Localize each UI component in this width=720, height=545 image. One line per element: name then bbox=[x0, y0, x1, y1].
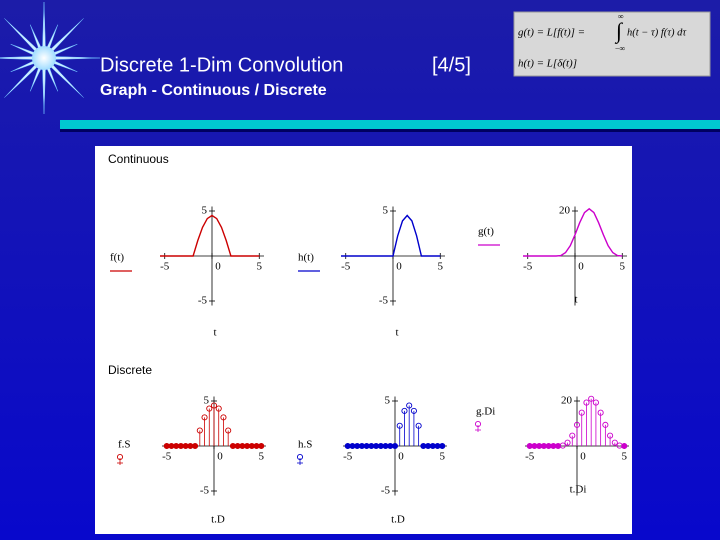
x-tick-label: 0 bbox=[396, 261, 402, 273]
x-tick-label: -5 bbox=[160, 261, 170, 273]
stem-point bbox=[406, 402, 413, 409]
stem-point bbox=[220, 414, 227, 421]
page-number: [4/5] bbox=[432, 54, 471, 76]
legend-label: g.Di bbox=[476, 406, 495, 418]
stem-point bbox=[607, 432, 614, 439]
legend-label: h(t) bbox=[298, 252, 314, 264]
stem-point bbox=[415, 422, 422, 429]
x-tick-label: 0 bbox=[398, 451, 404, 463]
x-tick-label: 5 bbox=[259, 451, 265, 463]
header-band-shadow bbox=[60, 129, 720, 132]
stem-point bbox=[573, 421, 581, 428]
stem-point bbox=[410, 407, 417, 414]
formula-box bbox=[513, 11, 711, 77]
stem-point bbox=[564, 439, 571, 446]
x-tick-label: 5 bbox=[622, 451, 628, 463]
x-axis-label: t bbox=[574, 294, 577, 306]
panel-label: Continuous bbox=[108, 152, 169, 166]
graph-panel bbox=[95, 146, 632, 534]
legend-symbol bbox=[474, 420, 482, 428]
legend-label: f.S bbox=[118, 439, 131, 451]
y-tick-label: -5 bbox=[200, 485, 210, 497]
header-band bbox=[60, 120, 720, 129]
stem-point bbox=[611, 439, 618, 446]
stem-point bbox=[258, 442, 265, 450]
legend-symbol bbox=[116, 453, 124, 461]
stem-point bbox=[401, 407, 408, 414]
legend-label: f(t) bbox=[110, 252, 124, 264]
x-axis-label: t.D bbox=[211, 514, 225, 526]
stem-point bbox=[206, 405, 213, 412]
y-tick-label: 20 bbox=[559, 205, 571, 217]
legend-label: g(t) bbox=[478, 226, 494, 238]
subtitle: Graph - Continuous / Discrete bbox=[100, 82, 327, 99]
legend-label: h.S bbox=[298, 439, 312, 451]
formula-line2: h(t) = L[δ(t)] bbox=[518, 58, 577, 70]
x-tick-label: 5 bbox=[620, 261, 626, 273]
x-axis-label: t bbox=[395, 327, 398, 339]
y-tick-label: 5 bbox=[383, 205, 389, 217]
curve bbox=[341, 214, 441, 257]
stem-point bbox=[588, 395, 595, 402]
title: Discrete 1-Dim Convolution bbox=[100, 54, 343, 76]
stem-point bbox=[225, 427, 232, 434]
stem-point bbox=[439, 442, 446, 450]
legend-symbol bbox=[296, 453, 304, 461]
stem-point bbox=[621, 442, 628, 450]
stem-point bbox=[569, 432, 576, 439]
formula-integral: ∫ bbox=[614, 18, 624, 44]
x-tick-label: -5 bbox=[162, 451, 172, 463]
stem-point bbox=[201, 414, 208, 421]
y-tick-label: -5 bbox=[198, 295, 208, 307]
stem-point bbox=[592, 399, 599, 406]
curve bbox=[523, 207, 623, 257]
x-tick-label: 0 bbox=[215, 261, 221, 273]
x-tick-label: 5 bbox=[438, 261, 444, 273]
curve bbox=[160, 214, 260, 257]
starburst bbox=[0, 1, 101, 115]
stem-point bbox=[578, 409, 585, 416]
stem-point bbox=[583, 399, 590, 406]
stem-point bbox=[215, 405, 222, 412]
stem-point bbox=[391, 442, 399, 450]
x-tick-label: 5 bbox=[257, 261, 263, 273]
star-core bbox=[32, 46, 56, 70]
x-tick-label: 5 bbox=[440, 451, 446, 463]
x-tick-label: 0 bbox=[578, 261, 584, 273]
stem-point bbox=[192, 442, 199, 450]
stem-point bbox=[396, 422, 403, 429]
formula-lhs: g(t) = L[f(t)] = bbox=[518, 27, 585, 39]
stem-point bbox=[559, 442, 566, 449]
panel-label: Discrete bbox=[108, 363, 152, 377]
x-tick-label: -5 bbox=[525, 451, 535, 463]
x-axis-label: t bbox=[213, 327, 216, 339]
formula-integrand: h(t − τ) f(τ) dτ bbox=[627, 27, 687, 38]
plots: Continuous -5 0 5 -5 5 f(t) t -5 0 5 -5 5 h(t) t -5 0 5 20… bbox=[108, 152, 629, 526]
x-tick-label: -5 bbox=[523, 261, 533, 273]
stem-point bbox=[597, 409, 604, 416]
y-tick-label: 5 bbox=[204, 395, 210, 407]
y-tick-label: -5 bbox=[379, 295, 389, 307]
y-tick-label: 5 bbox=[385, 395, 391, 407]
formula-lower: −∞ bbox=[615, 44, 626, 53]
y-tick-label: 5 bbox=[202, 205, 208, 217]
x-tick-label: -5 bbox=[341, 261, 351, 273]
y-tick-label: 20 bbox=[561, 395, 573, 407]
stem-point bbox=[602, 421, 609, 428]
x-axis-label: t.Di bbox=[570, 484, 587, 496]
stem-point bbox=[210, 402, 218, 409]
x-tick-label: 0 bbox=[580, 451, 586, 463]
x-tick-label: 0 bbox=[217, 451, 223, 463]
stem-point bbox=[196, 427, 203, 434]
x-axis-label: t.D bbox=[391, 514, 405, 526]
formula-upper: ∞ bbox=[618, 12, 624, 21]
x-tick-label: -5 bbox=[343, 451, 353, 463]
y-tick-label: -5 bbox=[381, 485, 391, 497]
